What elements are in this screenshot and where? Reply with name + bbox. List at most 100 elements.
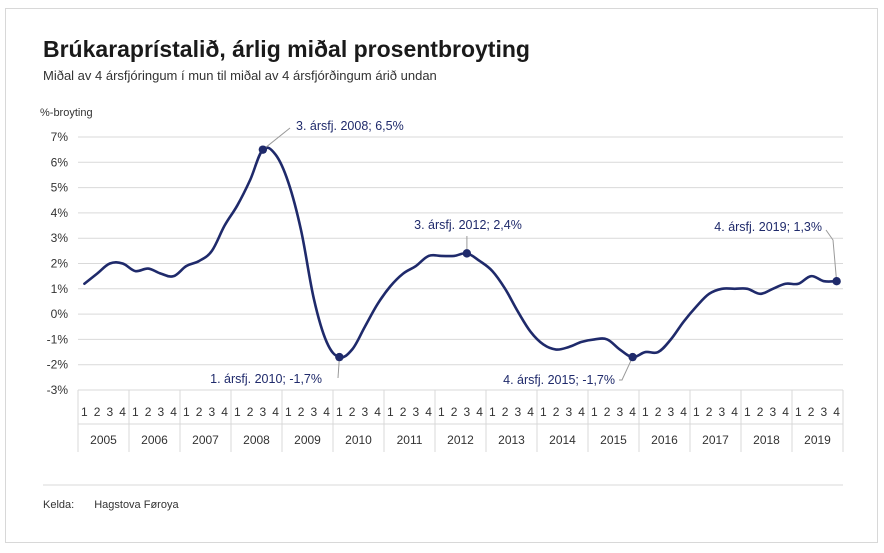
x-year-label: 2011 — [397, 433, 423, 447]
x-quarter-label: 3 — [413, 405, 420, 419]
x-quarter-label: 4 — [170, 405, 177, 419]
x-quarter-label: 4 — [629, 405, 636, 419]
x-year-label: 2017 — [702, 433, 729, 447]
x-quarter-label: 2 — [451, 405, 458, 419]
x-quarter-label: 4 — [272, 405, 279, 419]
x-year-label: 2006 — [141, 433, 168, 447]
x-quarter-label: 1 — [438, 405, 445, 419]
annotation-leader — [262, 127, 291, 151]
x-quarter-label: 3 — [362, 405, 369, 419]
x-quarter-label: 1 — [795, 405, 802, 419]
annotation-marker — [628, 352, 637, 362]
x-year-label: 2012 — [447, 433, 474, 447]
y-tick-label: -1% — [47, 332, 69, 346]
x-quarter-label: 1 — [642, 405, 649, 419]
x-quarter-label: 2 — [757, 405, 764, 419]
x-year-label: 2008 — [243, 433, 270, 447]
x-quarter-label: 2 — [298, 405, 305, 419]
annotation-marker — [258, 145, 268, 154]
annotation-label: 3. ársfj. 2008; 6,5% — [296, 119, 404, 133]
x-quarter-label: 2 — [706, 405, 713, 419]
x-quarter-label: 1 — [489, 405, 496, 419]
x-quarter-label: 2 — [94, 405, 101, 419]
x-quarter-label: 1 — [387, 405, 394, 419]
chart-title: Brúkaraprístalið, árlig miðal prosentbro… — [43, 36, 530, 62]
x-quarter-label: 1 — [285, 405, 292, 419]
x-quarter-label: 2 — [247, 405, 254, 419]
annotation-label: 4. ársfj. 2015; -1,7% — [503, 373, 615, 387]
x-quarter-label: 3 — [158, 405, 165, 419]
x-quarter-label: 1 — [744, 405, 751, 419]
x-quarter-label: 4 — [119, 405, 126, 419]
annotation-marker — [335, 352, 344, 362]
x-quarter-label: 2 — [196, 405, 203, 419]
x-quarter-label: 3 — [821, 405, 828, 419]
y-tick-label: -3% — [47, 383, 69, 397]
x-quarter-label: 4 — [221, 405, 228, 419]
x-year-label: 2005 — [90, 433, 117, 447]
x-quarter-label: 2 — [553, 405, 560, 419]
x-quarter-label: 3 — [566, 405, 573, 419]
x-year-label: 2019 — [804, 433, 831, 447]
y-tick-label: 5% — [51, 181, 69, 195]
x-quarter-label: 1 — [591, 405, 598, 419]
x-quarter-label: 3 — [107, 405, 114, 419]
y-tick-label: 1% — [51, 282, 69, 296]
x-quarter-label: 2 — [655, 405, 662, 419]
x-quarter-label: 1 — [132, 405, 139, 419]
x-quarter-label: 4 — [782, 405, 789, 419]
x-year-label: 2018 — [753, 433, 780, 447]
annotation-label: 3. ársfj. 2012; 2,4% — [414, 218, 522, 232]
x-quarter-label: 3 — [464, 405, 471, 419]
series-line — [83, 146, 838, 359]
x-quarter-label: 4 — [476, 405, 483, 419]
y-tick-label: 0% — [51, 307, 69, 321]
x-quarter-label: 4 — [323, 405, 330, 419]
x-quarter-label: 4 — [425, 405, 432, 419]
x-quarter-label: 4 — [680, 405, 687, 419]
y-tick-label: 6% — [51, 155, 69, 169]
y-tick-label: -2% — [47, 358, 69, 372]
x-year-label: 2013 — [498, 433, 525, 447]
x-quarter-label: 1 — [540, 405, 547, 419]
x-quarter-label: 4 — [578, 405, 585, 419]
x-quarter-label: 3 — [770, 405, 777, 419]
x-quarter-label: 3 — [668, 405, 675, 419]
chart-subtitle: Miðal av 4 ársfjóringum í mun til miðal … — [43, 68, 437, 83]
x-quarter-label: 4 — [527, 405, 534, 419]
annotation-leader — [619, 356, 634, 381]
y-tick-label: 2% — [51, 257, 69, 271]
x-year-label: 2010 — [345, 433, 372, 447]
x-quarter-label: 4 — [833, 405, 840, 419]
y-axis-label: %-broyting — [40, 107, 93, 119]
chart-frame — [5, 8, 878, 543]
x-quarter-label: 4 — [731, 405, 738, 419]
x-quarter-label: 3 — [515, 405, 522, 419]
x-year-label: 2014 — [549, 433, 576, 447]
x-quarter-label: 1 — [81, 405, 88, 419]
x-quarter-label: 3 — [209, 405, 216, 419]
x-quarter-label: 3 — [719, 405, 726, 419]
y-tick-label: 7% — [51, 130, 69, 144]
x-quarter-label: 2 — [502, 405, 509, 419]
x-quarter-label: 4 — [374, 405, 381, 419]
x-quarter-label: 2 — [808, 405, 815, 419]
annotation-leader — [825, 229, 838, 282]
source-label: Kelda: — [43, 499, 75, 511]
x-quarter-label: 1 — [234, 405, 241, 419]
annotation-marker — [462, 249, 472, 258]
x-quarter-label: 2 — [145, 405, 152, 419]
x-year-label: 2016 — [651, 433, 678, 447]
annotation-label: 4. ársfj. 2019; 1,3% — [714, 220, 822, 234]
x-quarter-label: 2 — [400, 405, 407, 419]
x-quarter-label: 1 — [336, 405, 343, 419]
x-quarter-label: 3 — [617, 405, 624, 419]
x-quarter-label: 2 — [604, 405, 611, 419]
x-quarter-label: 1 — [693, 405, 700, 419]
source-name: Hagstova Føroya — [94, 499, 179, 511]
x-quarter-label: 3 — [311, 405, 318, 419]
x-quarter-label: 1 — [183, 405, 190, 419]
source-note: Kelda: Hagstova Føroya — [43, 499, 179, 511]
x-quarter-label: 2 — [349, 405, 356, 419]
annotation-marker — [832, 277, 841, 286]
